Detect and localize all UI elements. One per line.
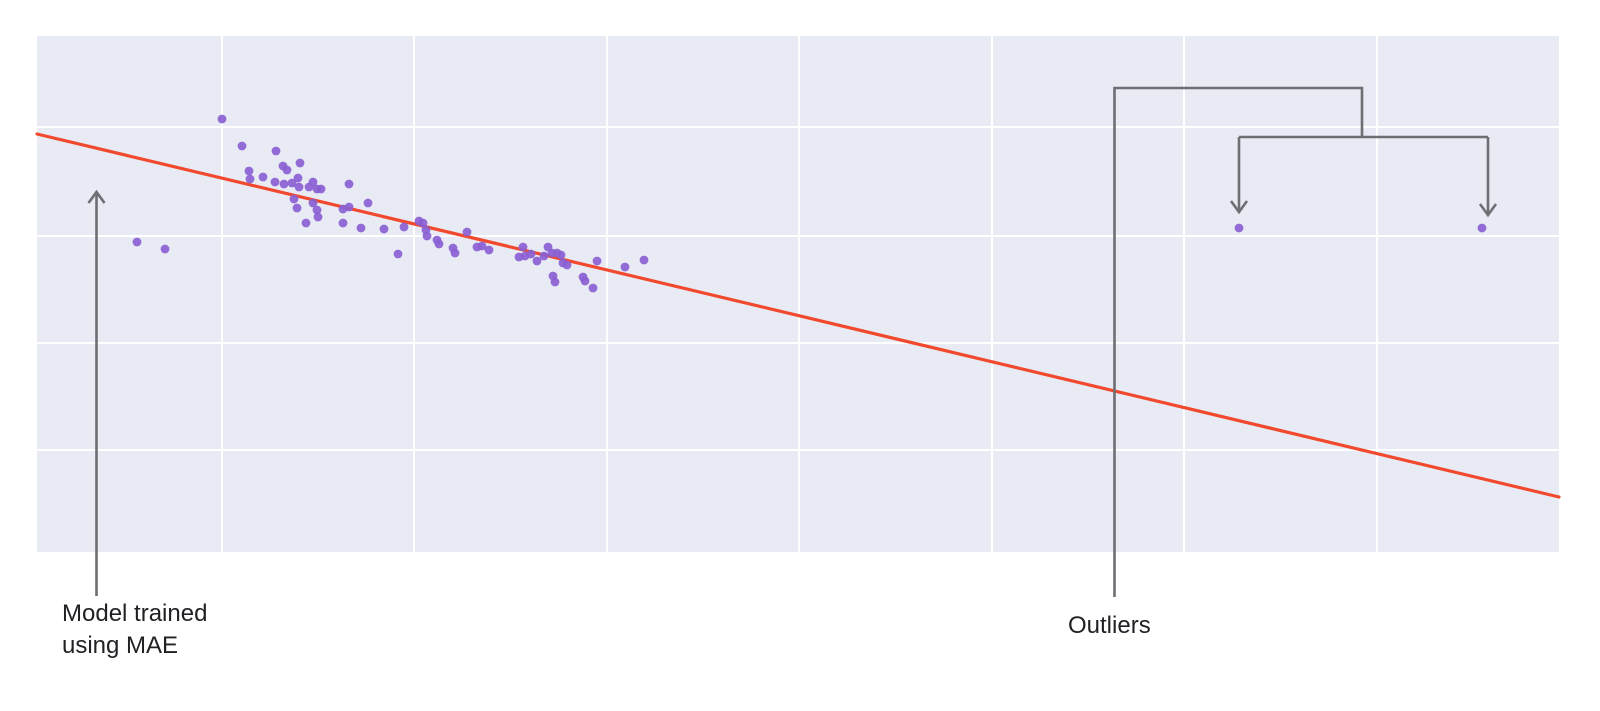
scatter-point	[293, 173, 303, 183]
scatter-point	[422, 231, 432, 241]
scatter-point	[562, 260, 572, 270]
scatter-point	[363, 198, 373, 208]
scatter-point	[393, 249, 403, 259]
outlier-point	[1477, 223, 1487, 233]
scatter-point	[399, 222, 409, 232]
mae-arrow-head	[87, 189, 106, 204]
scatter-point	[450, 248, 460, 258]
scatter-point	[132, 237, 142, 247]
scatter-point	[292, 203, 302, 213]
scatter-point	[344, 179, 354, 189]
scatter-point	[462, 227, 472, 237]
regression-line	[35, 132, 1561, 499]
scatter-point	[301, 218, 311, 228]
scatter-point	[580, 276, 590, 286]
scatter-point	[484, 245, 494, 255]
outliers-annotation-label: Outliers	[1068, 612, 1151, 639]
scatter-point	[270, 177, 280, 187]
scatter-point	[639, 255, 649, 265]
scatter-point	[279, 179, 289, 189]
mae-annotation-label: Model trained using MAE	[62, 598, 207, 662]
scatter-point	[287, 178, 297, 188]
scatter-point	[556, 250, 566, 260]
scatter-point	[588, 283, 598, 293]
mae-annotation-label-line1: Model trained	[62, 600, 208, 627]
scatter-point	[532, 256, 542, 266]
scatter-point	[539, 251, 549, 261]
scatter-point	[434, 239, 444, 249]
scatter-point	[217, 114, 227, 124]
mae-annotation-label-line2: using MAE	[62, 632, 179, 659]
outlier-arrow-head	[1478, 203, 1498, 218]
scatter-point	[316, 184, 326, 194]
scatter-point	[620, 262, 630, 272]
scatter-point	[356, 223, 366, 233]
scatter-point	[160, 244, 170, 254]
scatter-point	[237, 141, 247, 151]
scatter-point	[289, 194, 299, 204]
scatter-point	[477, 241, 487, 251]
scatter-point	[550, 277, 560, 287]
scatter-point	[308, 198, 318, 208]
scatter-point	[338, 218, 348, 228]
scatter-point	[379, 224, 389, 234]
outlier-arrow-head	[1229, 200, 1249, 215]
outlier-point	[1234, 223, 1244, 233]
scatter-point	[245, 174, 255, 184]
scatter-point	[271, 146, 281, 156]
scatter-point	[344, 202, 354, 212]
scatter-point	[308, 177, 318, 187]
scatter-point	[313, 212, 323, 222]
scatter-point	[592, 256, 602, 266]
scatter-point	[418, 218, 428, 228]
scatter-point	[282, 165, 292, 175]
scatter-point	[294, 182, 304, 192]
scatter-point	[258, 172, 268, 182]
scatter-point	[244, 166, 254, 176]
scatter-point	[312, 205, 322, 215]
scatter-point	[518, 242, 528, 252]
outliers-leader-line	[1113, 86, 1364, 597]
scatter-point	[526, 249, 536, 259]
scatter-point	[295, 158, 305, 168]
